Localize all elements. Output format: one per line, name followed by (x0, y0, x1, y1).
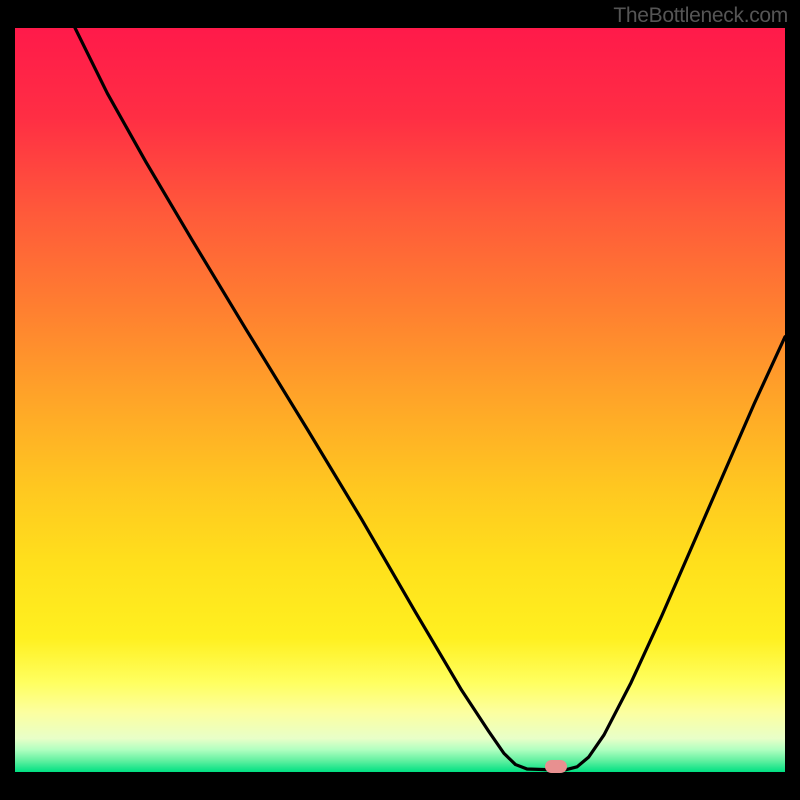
chart-plot-area (15, 28, 785, 772)
minimum-marker (545, 760, 567, 773)
watermark-text: TheBottleneck.com (613, 4, 788, 28)
bottleneck-curve (15, 28, 785, 772)
